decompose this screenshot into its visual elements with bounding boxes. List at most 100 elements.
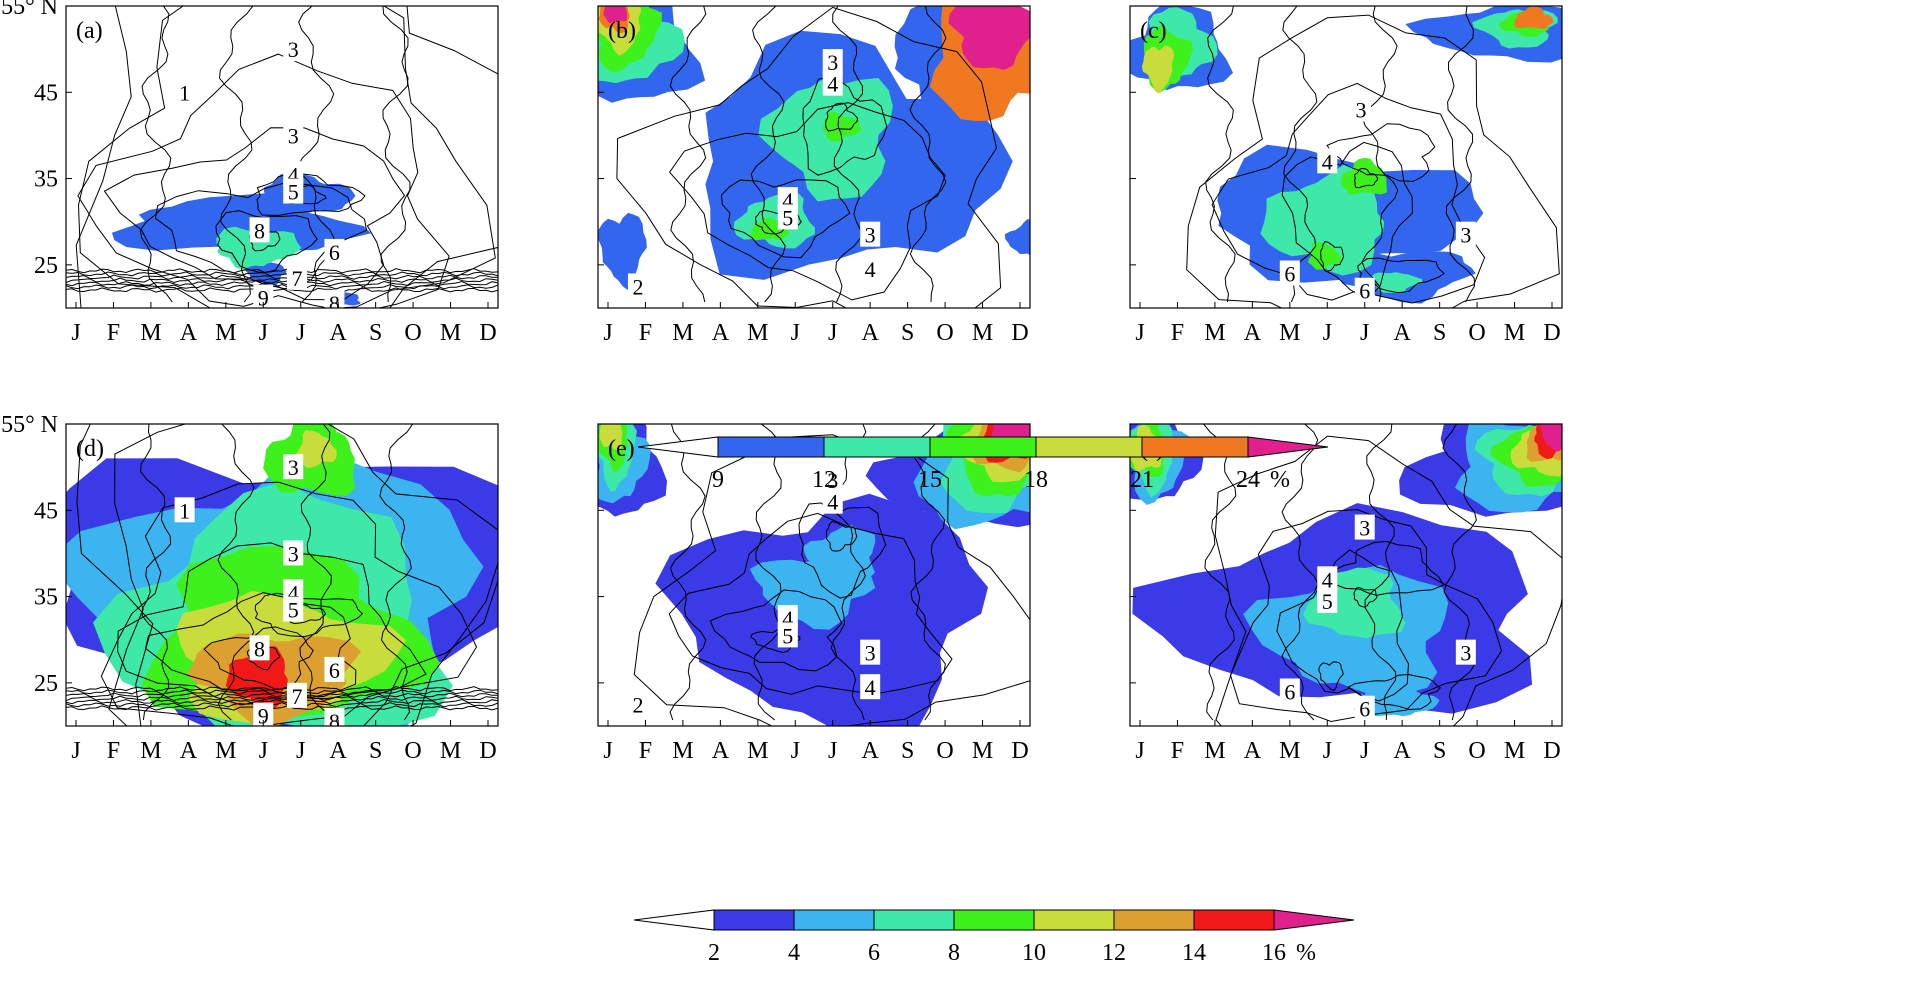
x-tick-label: F (107, 320, 120, 346)
contour-line (1211, 82, 1486, 304)
x-tick-label: J (71, 320, 80, 346)
contour-label-box (249, 635, 270, 661)
colorbar-tick-label: 6 (868, 940, 880, 966)
x-tick-label: J (259, 320, 268, 346)
x-tick-label: A (1394, 320, 1412, 346)
contour-label-box (627, 273, 648, 299)
x-tick-label: F (107, 738, 120, 764)
contour-label-box (777, 204, 798, 230)
panel-frame (1129, 5, 1563, 309)
colorbar-unit: % (1296, 940, 1316, 966)
colorbar-tick-label: 21 (1130, 467, 1154, 493)
contour-line (669, 6, 707, 303)
contour-line (66, 695, 498, 702)
contour-line (1357, 257, 1445, 294)
contour-label: 6 (329, 240, 340, 265)
x-tick-label: D (479, 738, 496, 764)
contour-label-box (822, 488, 843, 514)
contour-line (750, 6, 786, 303)
contour-label-box (253, 284, 274, 308)
x-tick-label: J (791, 320, 800, 346)
contour-label-box (283, 540, 304, 566)
contour-line (154, 182, 368, 291)
contour-label: 4 (865, 675, 876, 700)
colorbar-tick-label: 8 (948, 940, 960, 966)
contour-line (1361, 6, 1399, 303)
colorbar-bottom: 2 4 6 8 10 12 14 16% (633, 909, 1355, 966)
x-tick-label: A (712, 738, 730, 764)
contour-line (910, 424, 946, 721)
filled-region (1308, 241, 1341, 270)
contour-line (753, 424, 782, 721)
x-tick-label: M (672, 738, 693, 764)
x-tick-label: J (1135, 738, 1144, 764)
contour-line (379, 424, 414, 721)
contour-line (1347, 673, 1442, 711)
x-tick-label: M (1204, 738, 1225, 764)
contour-line (798, 502, 887, 599)
contour-line (66, 705, 498, 711)
contour-line (1353, 586, 1378, 608)
contour-label-box (1350, 96, 1371, 122)
contour-label: 5 (782, 623, 793, 648)
contour-line (1364, 424, 1397, 721)
contour-line (103, 127, 406, 301)
filled-region (948, 6, 1030, 70)
contour-line (1445, 6, 1476, 303)
contour-line (108, 424, 498, 726)
contour-label: 6 (1284, 261, 1295, 286)
contour-label: 6 (1359, 697, 1370, 722)
contour-label-box (324, 656, 345, 682)
filled-region (822, 111, 862, 142)
x-tick-label: J (828, 320, 837, 346)
panel-label: (d) (76, 436, 104, 462)
colorbar-segment (713, 909, 795, 931)
x-tick-label: O (936, 320, 953, 346)
contour-label: 8 (254, 636, 265, 661)
x-tick-label: M (1504, 738, 1525, 764)
contour-label: 4 (782, 188, 793, 213)
x-tick-label: D (1011, 320, 1028, 346)
contour-label-box (283, 122, 304, 148)
x-tick-label: A (1394, 738, 1412, 764)
colorbar-tick-label: 9 (712, 467, 724, 493)
filled-region (296, 430, 337, 468)
colorbar-tick-label: 24 (1236, 467, 1260, 493)
colorbar-tick-label: 18 (1024, 467, 1048, 493)
contour-line (1281, 141, 1413, 301)
contour-label: 1 (179, 498, 190, 523)
contour-label-box (1279, 678, 1300, 704)
filled-region (1004, 219, 1030, 256)
contour-label-box (822, 467, 843, 493)
x-tick-label: J (603, 738, 612, 764)
contour-label: 3 (1460, 641, 1471, 666)
panel-label: (a) (76, 18, 103, 44)
contour-line (616, 6, 1002, 308)
contour-label-box (1279, 260, 1300, 286)
panel-frame (65, 423, 499, 727)
x-tick-label: J (1323, 320, 1332, 346)
contour-label: 4 (1322, 149, 1333, 174)
contour-label: 7 (291, 684, 302, 709)
x-tick-label: M (972, 320, 993, 346)
contour-label: 3 (288, 37, 299, 62)
contour-label: 3 (827, 50, 838, 75)
x-tick-label: J (791, 738, 800, 764)
panel-label: (c) (1140, 18, 1167, 44)
x-tick-label: D (479, 320, 496, 346)
contour-line (380, 6, 411, 303)
contour-label-box (283, 36, 304, 62)
contour-line (66, 280, 498, 287)
colorbar-segment (1113, 909, 1195, 931)
contour-label: 4 (782, 606, 793, 631)
contour-line (1282, 6, 1318, 303)
contour-line (829, 424, 867, 721)
contour-line (66, 284, 498, 290)
contour-line (668, 512, 953, 695)
contour-line (825, 102, 859, 132)
x-tick-label: O (404, 738, 421, 764)
y-tick-label: 35 (34, 585, 58, 611)
x-tick-label: M (1279, 320, 1300, 346)
